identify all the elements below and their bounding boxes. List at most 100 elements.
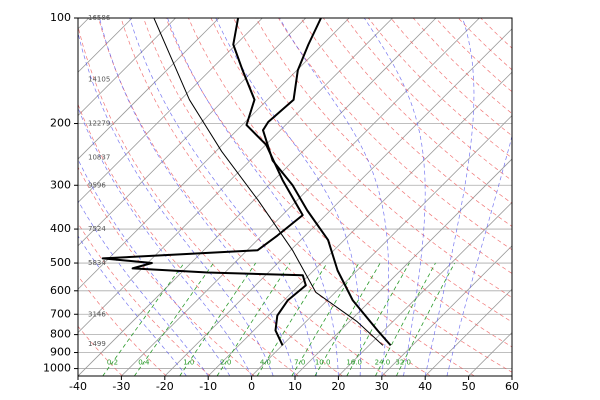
height-label: 7524 bbox=[88, 225, 106, 233]
height-label: 16586 bbox=[88, 14, 111, 22]
mixing-ratio-label: 32.0 bbox=[395, 358, 411, 366]
y-tick-label: 1000 bbox=[43, 362, 71, 375]
profiles bbox=[101, 18, 392, 347]
isotherm bbox=[294, 158, 512, 376]
mixing-ratio-line bbox=[346, 262, 410, 376]
y-tick-label: 500 bbox=[50, 256, 71, 269]
moist-adiabat bbox=[78, 200, 209, 376]
x-tick-label: 40 bbox=[418, 380, 432, 393]
moist-adiabat bbox=[279, 18, 389, 376]
y-tick-label: 700 bbox=[50, 307, 71, 320]
mixing-ratio-label: 10.0 bbox=[315, 358, 331, 366]
isotherm bbox=[78, 18, 133, 73]
profile-line bbox=[101, 18, 307, 346]
isotherm bbox=[381, 245, 512, 376]
moist-adiabat bbox=[424, 18, 475, 376]
isotherm bbox=[164, 28, 512, 376]
moist-adiabat bbox=[446, 134, 512, 376]
y-tick-label: 100 bbox=[50, 11, 71, 24]
isotherm bbox=[251, 115, 512, 376]
dry-adiabat bbox=[300, 18, 512, 227]
x-tick-label: 10 bbox=[288, 380, 302, 393]
isotherm bbox=[424, 288, 512, 376]
mixing-ratio-line bbox=[314, 262, 381, 376]
mixing-ratio-label: 1.0 bbox=[183, 358, 194, 366]
x-tick-label: -20 bbox=[156, 380, 174, 393]
dry-adiabat bbox=[188, 18, 512, 348]
mixing-ratio-line bbox=[134, 262, 214, 376]
moist-adiabat bbox=[129, 18, 318, 376]
moist-adiabat bbox=[78, 158, 231, 376]
moist-adiabat bbox=[99, 18, 296, 376]
y-tick-label: 600 bbox=[50, 284, 71, 297]
profile-line bbox=[262, 18, 392, 347]
y-tick-label: 200 bbox=[50, 117, 71, 130]
mixing-ratio-line bbox=[375, 262, 436, 376]
x-tick-label: -30 bbox=[112, 380, 130, 393]
mixing-ratio-label: 7.0 bbox=[294, 358, 305, 366]
x-tick-label: -10 bbox=[199, 380, 217, 393]
x-tick-label: 30 bbox=[375, 380, 389, 393]
dry-adiabat bbox=[78, 24, 343, 376]
height-label: 3146 bbox=[88, 310, 106, 318]
dry-adiabat bbox=[210, 18, 512, 323]
moist-adiabat bbox=[167, 18, 339, 376]
mixing-ratio-label: 24.0 bbox=[375, 358, 391, 366]
dry-adiabat bbox=[233, 18, 512, 298]
x-tick-label: 0 bbox=[248, 380, 255, 393]
isotherm bbox=[511, 375, 512, 376]
isotherm bbox=[78, 18, 263, 203]
dry-adiabat bbox=[278, 18, 512, 251]
x-tick-label: 50 bbox=[462, 380, 476, 393]
mixing-ratio-label: 16.0 bbox=[346, 358, 362, 366]
dry-adiabat bbox=[255, 18, 512, 274]
isotherm bbox=[207, 71, 512, 376]
x-tick-label: 60 bbox=[505, 380, 519, 393]
dry-adiabat bbox=[78, 275, 167, 376]
height-label: 10837 bbox=[88, 154, 110, 162]
isotherm bbox=[78, 18, 307, 247]
dry-adiabat bbox=[143, 18, 475, 376]
mixing-ratio-label: 0.4 bbox=[138, 358, 150, 366]
dry-adiabat bbox=[435, 18, 512, 93]
dry-adiabat bbox=[457, 18, 512, 71]
isotherm bbox=[78, 18, 350, 290]
mixing-ratio-line bbox=[179, 262, 257, 376]
dry-adiabat bbox=[98, 18, 387, 376]
moist-adiabat bbox=[78, 235, 187, 376]
y-tick-label: 800 bbox=[50, 328, 71, 341]
dry-adiabat bbox=[480, 18, 512, 49]
height-label: 5834 bbox=[88, 259, 106, 267]
isotherm bbox=[78, 18, 393, 334]
height-label: 12279 bbox=[88, 120, 110, 128]
mixing-ratio-line bbox=[396, 262, 455, 376]
x-tick-label: -40 bbox=[69, 380, 87, 393]
dry-adiabat bbox=[78, 325, 123, 376]
isotherm bbox=[0, 18, 2, 376]
mixing-ratio-label: 2.0 bbox=[220, 358, 231, 366]
dry-adiabat bbox=[368, 18, 512, 159]
mixing-ratio-label: 4.0 bbox=[260, 358, 271, 366]
isotherm bbox=[78, 18, 220, 160]
mixing-ratio-line bbox=[256, 262, 328, 376]
mixing-ratio-line bbox=[102, 262, 185, 376]
dry-adiabat bbox=[78, 222, 211, 376]
isotherm bbox=[78, 18, 90, 30]
isotherm bbox=[78, 18, 437, 376]
x-tick-label: 20 bbox=[331, 380, 345, 393]
isotherm bbox=[78, 18, 176, 117]
moist-adiabat bbox=[78, 106, 252, 376]
dry-adiabat bbox=[412, 18, 512, 115]
height-label: 1499 bbox=[88, 340, 106, 348]
y-tick-label: 900 bbox=[50, 346, 71, 359]
dry-adiabat bbox=[323, 18, 512, 204]
y-tick-label: 300 bbox=[50, 178, 71, 191]
isotherm bbox=[0, 18, 45, 376]
mixing-ratio-line bbox=[216, 262, 291, 376]
moist-adiabat bbox=[215, 18, 362, 376]
y-tick-label: 400 bbox=[50, 222, 71, 235]
height-label: 14105 bbox=[88, 76, 110, 84]
profile-line bbox=[153, 18, 384, 346]
